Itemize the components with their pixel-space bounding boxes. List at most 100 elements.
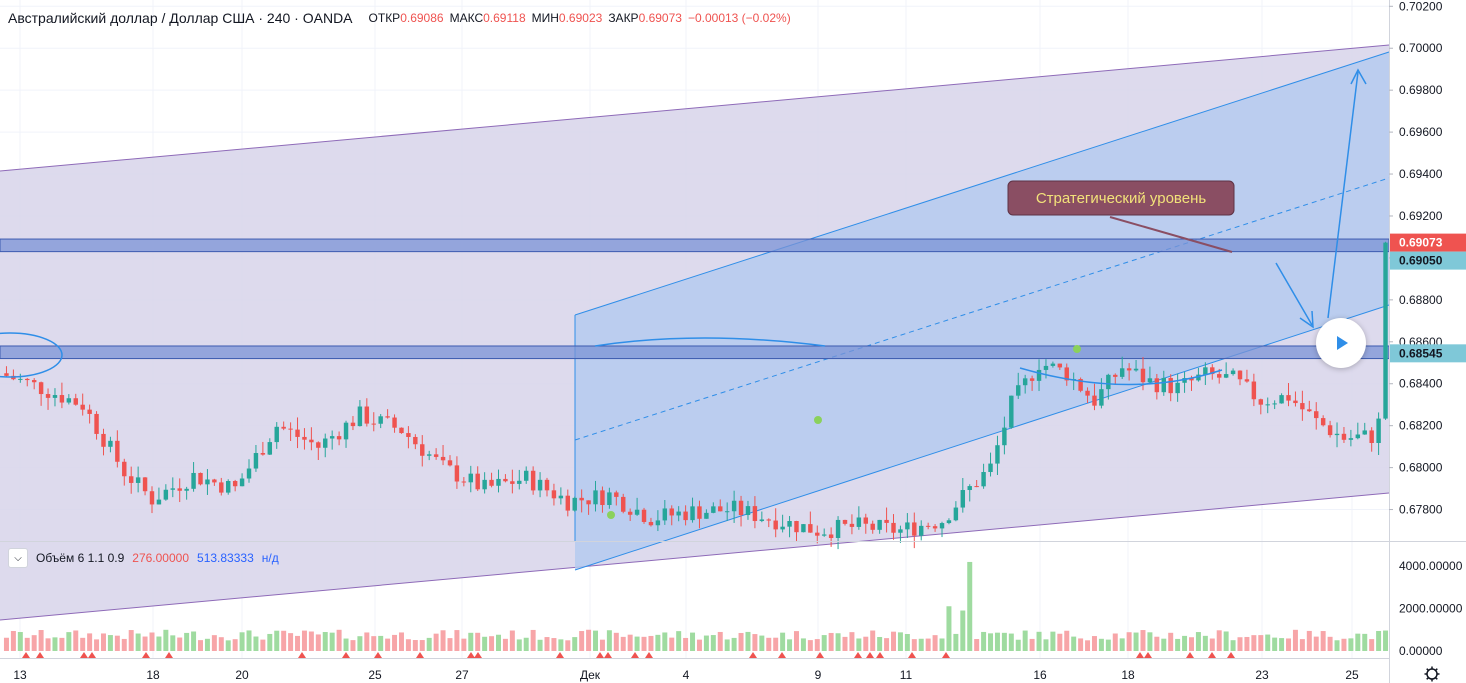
candle [1272, 400, 1277, 410]
volume-bar [1348, 638, 1354, 651]
candle [1154, 373, 1160, 400]
volume-bar [877, 636, 883, 651]
candle-body [607, 492, 612, 505]
candle [530, 466, 536, 495]
candle [877, 519, 882, 534]
volume-bar [267, 633, 273, 651]
candle-body [392, 417, 397, 428]
volume-bar [558, 639, 564, 651]
candle [413, 434, 418, 450]
volume-bar [1223, 631, 1229, 651]
candle [142, 477, 148, 496]
candle-body [773, 520, 778, 530]
volume-bar [960, 610, 966, 651]
candle [232, 479, 238, 492]
candle-body [503, 478, 508, 482]
settings-gear-icon[interactable] [1424, 666, 1440, 682]
candle [752, 496, 758, 529]
candle-body [1036, 369, 1042, 381]
volume-bar [489, 636, 495, 651]
candle [101, 428, 106, 456]
candle [787, 516, 792, 538]
candle [1369, 427, 1374, 452]
volume-bar [308, 631, 314, 651]
volume-bar [904, 634, 910, 651]
candle [1383, 241, 1388, 420]
candle [988, 452, 993, 477]
candle [718, 499, 723, 512]
candle [59, 382, 65, 409]
play-button[interactable] [1316, 318, 1366, 368]
candle [1057, 363, 1063, 370]
candle [447, 455, 453, 467]
event-marker [36, 652, 44, 658]
candle-body [1327, 425, 1333, 436]
candle [267, 438, 273, 455]
candle [336, 431, 342, 446]
candle-body [468, 473, 473, 483]
candle [440, 445, 446, 466]
candle-body [1203, 367, 1208, 375]
candle [593, 480, 598, 512]
volume-series [3, 561, 1389, 651]
gear-tooth [1426, 677, 1429, 680]
candle [655, 510, 661, 532]
candle [690, 497, 695, 523]
candle [1320, 415, 1326, 427]
candle [1258, 398, 1264, 415]
callout-line [1109, 216, 1233, 253]
candle-body [482, 479, 487, 490]
volume-bar [1237, 637, 1243, 651]
open-value: 0.69086 [400, 11, 444, 25]
candle-body [108, 440, 113, 447]
candle [149, 486, 155, 514]
candle [1092, 383, 1097, 411]
volume-bar [1369, 639, 1375, 651]
candle [503, 474, 508, 483]
volume-tick-label: 0.00000 [1399, 644, 1443, 658]
candle-body [94, 413, 99, 434]
volume-bar [773, 637, 779, 651]
ellipse-left [0, 332, 63, 378]
candle [156, 487, 162, 505]
candle-body [357, 406, 363, 427]
volume-bar [1091, 636, 1097, 651]
candle-body [1133, 368, 1139, 371]
candle [780, 514, 785, 533]
event-marker [749, 652, 757, 658]
high-value: 0.69118 [483, 11, 526, 25]
volume-bar [204, 638, 210, 651]
price-label-bg [1390, 344, 1466, 363]
event-marker [88, 652, 96, 658]
volume-bar [593, 630, 599, 651]
candle [1210, 364, 1215, 380]
volume-bar [107, 635, 113, 651]
candle-body [73, 398, 78, 405]
candle-body [1022, 378, 1028, 386]
volume-bar [953, 633, 959, 651]
candle-body [1085, 390, 1090, 396]
candle [1341, 426, 1347, 443]
candle-body [738, 500, 744, 516]
candle-body [912, 522, 917, 536]
y-tick-label: 0.70200 [1399, 0, 1443, 13]
candle [974, 479, 979, 488]
event-marker [1144, 652, 1152, 658]
candle-body [627, 511, 633, 515]
candle-body [1376, 418, 1381, 443]
candle-body [572, 497, 577, 511]
volume-bar [1071, 636, 1077, 651]
candle-body [523, 470, 529, 481]
candle-body [135, 477, 141, 483]
candle [309, 427, 314, 451]
event-marker [416, 652, 424, 658]
candle [205, 469, 210, 495]
candle-body [780, 526, 785, 530]
candle [801, 524, 806, 533]
collapse-chevron-icon[interactable]: ⌵ [8, 548, 28, 568]
x-tick-label: 23 [1255, 668, 1269, 682]
candle-body [177, 488, 182, 491]
gear-tooth [1426, 668, 1429, 671]
candle-body [1182, 378, 1187, 383]
